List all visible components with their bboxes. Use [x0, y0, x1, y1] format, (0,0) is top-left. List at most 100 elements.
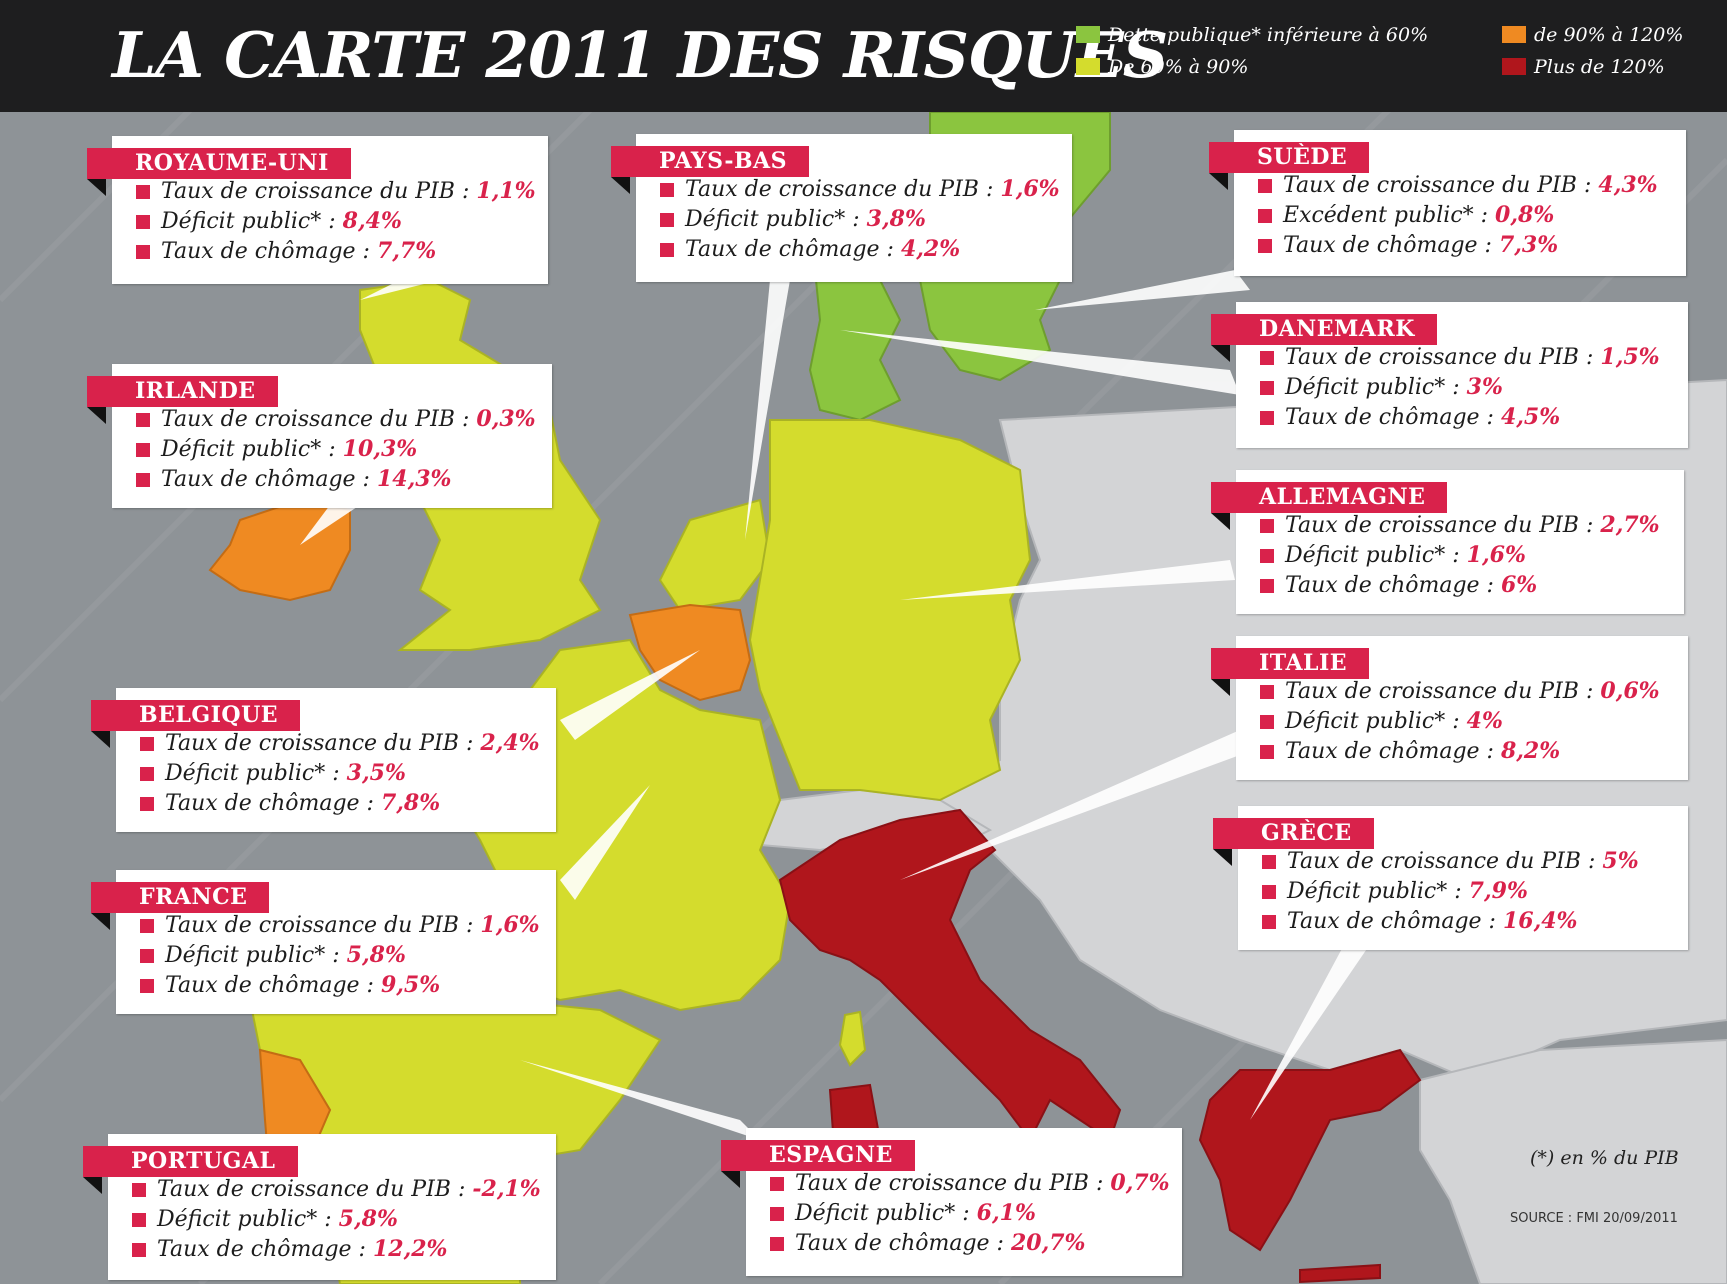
card-espagne: ESPAGNE Taux de croissance du PIB : 0,7%… — [721, 1128, 1182, 1276]
stat-croissance: Taux de croissance du PIB : 2,7% — [1260, 510, 1660, 540]
stat-label: Taux de chômage : — [1285, 739, 1494, 764]
stat-chomage: Taux de chômage : 12,2% — [132, 1234, 447, 1264]
card-france: FRANCE Taux de croissance du PIB : 1,6% … — [91, 870, 556, 1014]
stat-label: Excédent public* : — [1283, 203, 1489, 228]
square-bullet-icon — [140, 979, 154, 993]
stat-label: Déficit public* : — [161, 437, 336, 462]
stat-value: 2,7% — [1600, 512, 1660, 538]
stat-value: 8,2% — [1500, 738, 1561, 764]
square-bullet-icon — [132, 1213, 146, 1227]
stat-label: Taux de chômage : — [795, 1231, 1004, 1256]
germany — [748, 419, 1032, 802]
card-irlande: IRLANDE Taux de croissance du PIB : 0,3%… — [87, 364, 552, 508]
pointer-espagne — [520, 1060, 760, 1140]
square-bullet-icon — [1262, 855, 1276, 869]
country-name: PAYS-BAS — [611, 146, 809, 194]
square-bullet-icon — [770, 1207, 784, 1221]
stat-value: 9,5% — [380, 972, 441, 998]
square-bullet-icon — [1260, 381, 1274, 395]
square-bullet-icon — [140, 919, 154, 933]
pointer-danemark — [840, 330, 1240, 395]
legend-swatch-red — [1502, 58, 1526, 75]
pointer-irlande — [300, 505, 360, 545]
pointer-italie — [900, 730, 1240, 880]
square-bullet-icon — [1258, 179, 1272, 193]
stat-chomage: Taux de chômage : 16,4% — [1262, 906, 1577, 936]
square-bullet-icon — [136, 443, 150, 457]
crete — [1299, 1263, 1381, 1284]
footnote: (*) en % du PIB — [1530, 1147, 1679, 1169]
stat-value: 0,6% — [1600, 678, 1660, 704]
pointer-pays-bas — [745, 280, 790, 540]
pointer-allemagne — [900, 560, 1235, 600]
stat-value: 1,6% — [1000, 176, 1060, 202]
greece — [1198, 1048, 1422, 1252]
legend-item-green: Dette publique* inférieure à 60% — [1076, 24, 1428, 46]
stat-value: 20,7% — [1010, 1230, 1086, 1256]
stat-label: Déficit public* : — [157, 1207, 332, 1232]
stat-label: Taux de chômage : — [685, 237, 894, 262]
country-name: FRANCE — [91, 882, 270, 930]
square-bullet-icon — [660, 243, 674, 257]
legend-swatch-green — [1076, 26, 1100, 43]
stat-value: 10,3% — [342, 436, 418, 462]
stat-label: Taux de croissance du PIB : — [157, 1177, 466, 1202]
square-bullet-icon — [132, 1183, 146, 1197]
source-credit: SOURCE : FMI 20/09/2011 — [1510, 1211, 1678, 1226]
square-bullet-icon — [136, 185, 150, 199]
stat-value: 0,7% — [1110, 1170, 1170, 1196]
stat-label: Taux de croissance du PIB : — [1285, 513, 1594, 538]
square-bullet-icon — [1260, 685, 1274, 699]
stat-label: Déficit public* : — [795, 1201, 970, 1226]
stat-value: 5% — [1602, 848, 1639, 874]
callout-pointers — [300, 270, 1390, 1140]
stat-deficit: Déficit public* : 10,3% — [136, 434, 417, 464]
denmark — [808, 268, 902, 422]
country-name: ITALIE — [1211, 648, 1370, 696]
stat-value: 3% — [1466, 374, 1503, 400]
stat-value: 1,6% — [480, 912, 540, 938]
legend-label: De 60% à 90% — [1108, 56, 1249, 78]
stat-croissance: Taux de croissance du PIB : 0,6% — [1260, 676, 1660, 706]
stat-label: Déficit public* : — [1285, 375, 1460, 400]
legend-item-yellow: De 60% à 90% — [1076, 56, 1248, 78]
country-name: IRLANDE — [87, 376, 278, 424]
stat-label: Taux de croissance du PIB : — [161, 407, 470, 432]
stat-croissance: Taux de croissance du PIB : 1,6% — [140, 910, 540, 940]
country-name: ROYAUME-UNI — [87, 148, 351, 196]
square-bullet-icon — [136, 215, 150, 229]
square-bullet-icon — [140, 767, 154, 781]
title-bar — [0, 0, 1727, 112]
page-title: LA CARTE 2011 DES RISQUES — [112, 18, 1168, 92]
square-bullet-icon — [770, 1177, 784, 1191]
stat-croissance: Taux de croissance du PIB : 5% — [1262, 846, 1639, 876]
stat-croissance: Taux de croissance du PIB : 1,5% — [1260, 342, 1660, 372]
square-bullet-icon — [1260, 549, 1274, 563]
stat-value: 8,4% — [342, 208, 402, 234]
square-bullet-icon — [1260, 745, 1274, 759]
legend-swatch-yellow — [1076, 58, 1100, 75]
stat-deficit: Déficit public* : 3% — [1260, 372, 1503, 402]
stat-label: Taux de croissance du PIB : — [1285, 345, 1594, 370]
country-name: BELGIQUE — [91, 700, 301, 748]
card-pays-bas: PAYS-BAS Taux de croissance du PIB : 1,6… — [611, 134, 1072, 282]
square-bullet-icon — [140, 737, 154, 751]
stat-value: 6,1% — [976, 1200, 1036, 1226]
square-bullet-icon — [140, 797, 154, 811]
stat-label: Taux de chômage : — [1283, 233, 1492, 258]
stat-chomage: Taux de chômage : 4,2% — [660, 234, 960, 264]
netherlands — [658, 498, 772, 612]
stat-croissance: Taux de croissance du PIB : 4,3% — [1258, 170, 1658, 200]
stat-value: 0,8% — [1495, 202, 1555, 228]
stat-value: 5,8% — [338, 1206, 398, 1232]
legend-swatch-orange — [1502, 26, 1526, 43]
square-bullet-icon — [1262, 915, 1276, 929]
stat-label: Déficit public* : — [1287, 879, 1462, 904]
legend-label: de 90% à 120% — [1534, 24, 1684, 46]
stat-croissance: Taux de croissance du PIB : 0,3% — [136, 404, 536, 434]
square-bullet-icon — [1260, 519, 1274, 533]
stat-label: Déficit public* : — [1285, 543, 1460, 568]
stat-value: 4,3% — [1598, 172, 1658, 198]
stat-label: Déficit public* : — [161, 209, 336, 234]
